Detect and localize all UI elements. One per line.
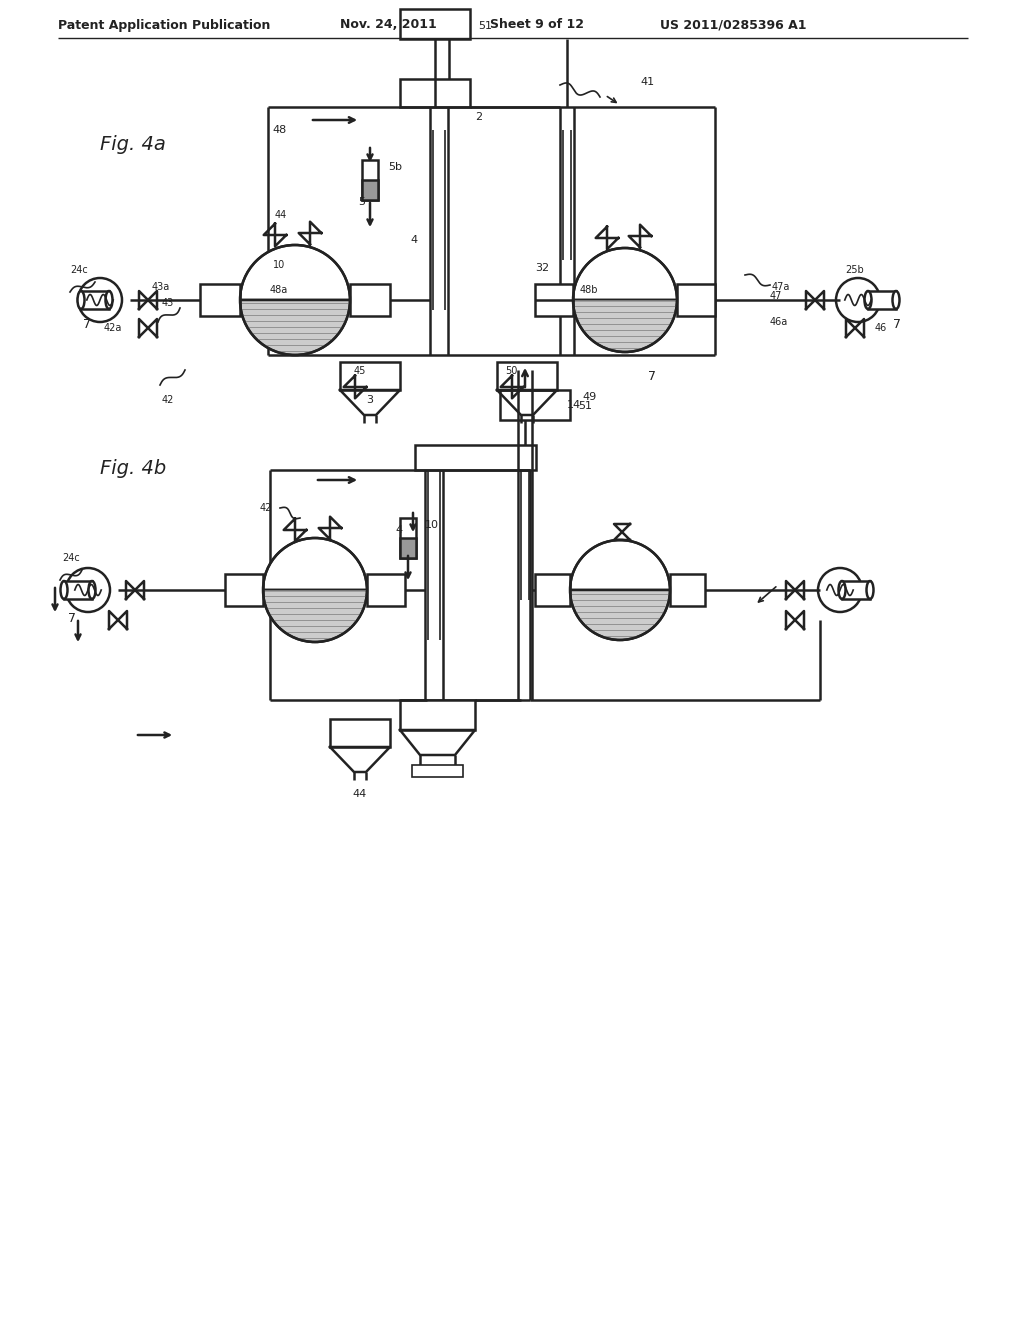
Text: US 2011/0285396 A1: US 2011/0285396 A1 (660, 18, 807, 32)
Wedge shape (570, 590, 670, 640)
Text: Nov. 24, 2011: Nov. 24, 2011 (340, 18, 437, 32)
Text: 7: 7 (648, 371, 656, 384)
Text: 5: 5 (358, 197, 365, 207)
Text: 42: 42 (162, 395, 174, 405)
Bar (225, 574, 263, 606)
Wedge shape (263, 590, 367, 642)
Text: 51: 51 (478, 21, 492, 30)
Circle shape (66, 568, 110, 612)
Text: 42: 42 (260, 503, 272, 513)
Text: Fig. 4a: Fig. 4a (100, 136, 166, 154)
Text: 10: 10 (273, 260, 286, 271)
Wedge shape (570, 540, 670, 590)
Text: 3: 3 (367, 395, 374, 405)
Text: 43: 43 (162, 298, 174, 308)
Text: 48a: 48a (270, 285, 288, 294)
Text: 7: 7 (68, 611, 76, 624)
Text: Fig. 4b: Fig. 4b (100, 458, 166, 478)
Wedge shape (573, 300, 677, 352)
Bar (362, 160, 378, 201)
Text: 43a: 43a (152, 282, 170, 292)
Text: 24c: 24c (70, 265, 88, 275)
Wedge shape (573, 248, 677, 300)
Text: 25b: 25b (845, 265, 864, 275)
Bar (868, 290, 896, 309)
Bar (63, 581, 92, 599)
Ellipse shape (864, 290, 871, 309)
Text: Sheet 9 of 12: Sheet 9 of 12 (490, 18, 584, 32)
Text: 32: 32 (535, 263, 549, 273)
Bar (497, 362, 557, 389)
Bar (842, 581, 870, 599)
Bar (340, 362, 400, 389)
Ellipse shape (839, 581, 846, 599)
Text: Patent Application Publication: Patent Application Publication (58, 18, 270, 32)
Text: 4: 4 (411, 235, 418, 246)
Bar (400, 700, 475, 730)
Bar (415, 445, 536, 470)
Bar (400, 539, 416, 558)
Text: 44: 44 (353, 789, 368, 799)
Bar (677, 284, 715, 315)
Bar (400, 79, 470, 107)
Text: 45: 45 (354, 366, 367, 376)
Circle shape (818, 568, 862, 612)
Bar (400, 517, 416, 558)
Bar (350, 284, 390, 315)
Text: 44: 44 (275, 210, 288, 220)
Bar (500, 389, 570, 420)
Ellipse shape (60, 581, 68, 599)
Bar (367, 574, 406, 606)
Bar (200, 284, 240, 315)
Text: 48: 48 (272, 125, 287, 135)
Text: 47a: 47a (772, 282, 790, 292)
Text: 46: 46 (874, 323, 887, 333)
Text: 48b: 48b (580, 285, 598, 294)
Text: 14: 14 (567, 400, 582, 411)
Ellipse shape (105, 290, 113, 309)
Text: 5b: 5b (388, 162, 402, 172)
Bar (330, 719, 390, 747)
Text: 42a: 42a (103, 323, 122, 333)
Bar (362, 180, 378, 201)
Ellipse shape (88, 581, 95, 599)
Bar (535, 284, 573, 315)
Text: 49: 49 (582, 392, 596, 403)
Bar (535, 574, 570, 606)
Ellipse shape (893, 290, 899, 309)
Text: 47: 47 (770, 290, 782, 301)
Text: 2: 2 (475, 112, 482, 121)
Bar (81, 290, 109, 309)
Ellipse shape (78, 290, 85, 309)
Wedge shape (263, 539, 367, 590)
Text: 50: 50 (505, 366, 517, 376)
Text: 7: 7 (893, 318, 901, 331)
Text: 10: 10 (425, 520, 439, 531)
Ellipse shape (866, 581, 873, 599)
Circle shape (836, 279, 880, 322)
Wedge shape (240, 246, 350, 300)
Text: 51: 51 (578, 401, 592, 411)
Text: 24c: 24c (62, 553, 80, 564)
Text: 41: 41 (640, 77, 654, 87)
Text: 46a: 46a (770, 317, 788, 327)
Text: 7: 7 (83, 318, 91, 331)
Wedge shape (240, 300, 350, 355)
Bar (670, 574, 705, 606)
Text: 4: 4 (395, 525, 402, 535)
Bar (400, 9, 470, 40)
Circle shape (78, 279, 122, 322)
Bar (412, 766, 463, 777)
